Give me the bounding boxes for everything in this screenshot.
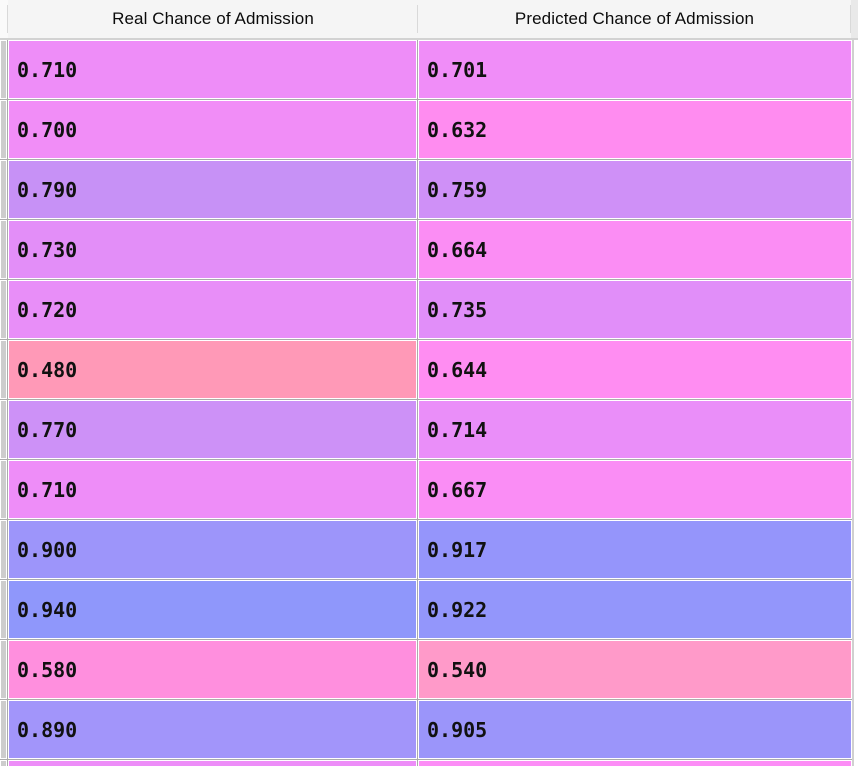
cell-predicted-chance: 0.759: [418, 160, 852, 219]
cell-real-chance: 0.770: [8, 400, 417, 459]
cell-real-chance: 0.480: [8, 340, 417, 399]
cell-real-chance: 0.710: [8, 40, 417, 99]
cell-predicted-chance: 0.644: [418, 340, 852, 399]
cell-real-chance: 0.900: [8, 520, 417, 579]
header-corner: [851, 0, 858, 38]
table-body: 0.710 0.701 0.700 0.632 0.790 0.759 0.73…: [0, 40, 852, 766]
column-header-real-chance[interactable]: Real Chance of Admission: [112, 9, 314, 28]
row-index-cell: [0, 400, 7, 459]
table-right-border: [852, 40, 854, 766]
row-index-cell: [0, 160, 7, 219]
cell-real-chance: 0.580: [8, 640, 417, 699]
row-index-cell: [0, 100, 7, 159]
cell-predicted-chance: 0.701: [418, 40, 852, 99]
cell-predicted-chance: 0.922: [418, 580, 852, 639]
row-index-cell: [0, 640, 7, 699]
row-index-cell: [0, 220, 7, 279]
cell-predicted-chance: 0.905: [418, 700, 852, 759]
cell-predicted-chance: 0.664: [418, 220, 852, 279]
column-header-predicted-chance[interactable]: Predicted Chance of Admission: [514, 9, 755, 28]
row-index-cell: [0, 520, 7, 579]
header-index-spacer: [0, 0, 8, 38]
cell-predicted-chance: 0.540: [418, 640, 852, 699]
cell-real-chance: 0.730: [8, 220, 417, 279]
cell-real-chance: 0.710: [8, 460, 417, 519]
cell-predicted-chance: 0.917: [418, 520, 852, 579]
cell-real-chance: 0.790: [8, 160, 417, 219]
row-index-cell: [0, 580, 7, 639]
cell-predicted-chance: 0.632: [418, 100, 852, 159]
table-header-row: Real Chance of Admission Predicted Chanc…: [0, 0, 858, 40]
row-index-cell: [0, 40, 7, 99]
row-index-cell: [0, 700, 7, 759]
header-divider: [850, 5, 851, 33]
row-index-cell: [0, 280, 7, 339]
header-divider: [7, 5, 8, 33]
row-index-cell: [0, 760, 7, 766]
cell-predicted-chance: 0.714: [418, 400, 852, 459]
row-index-cell: [0, 340, 7, 399]
row-index-cell: [0, 460, 7, 519]
cell-real-chance: 0.890: [8, 700, 417, 759]
header-divider: [417, 5, 418, 33]
cell-real-chance: 0.700: [8, 100, 417, 159]
cell-real-chance: 0.940: [8, 580, 417, 639]
cell-predicted-chance-partial: [418, 760, 852, 766]
cell-real-chance: 0.720: [8, 280, 417, 339]
cell-predicted-chance: 0.667: [418, 460, 852, 519]
cell-real-chance-partial: [8, 760, 417, 766]
cell-predicted-chance: 0.735: [418, 280, 852, 339]
